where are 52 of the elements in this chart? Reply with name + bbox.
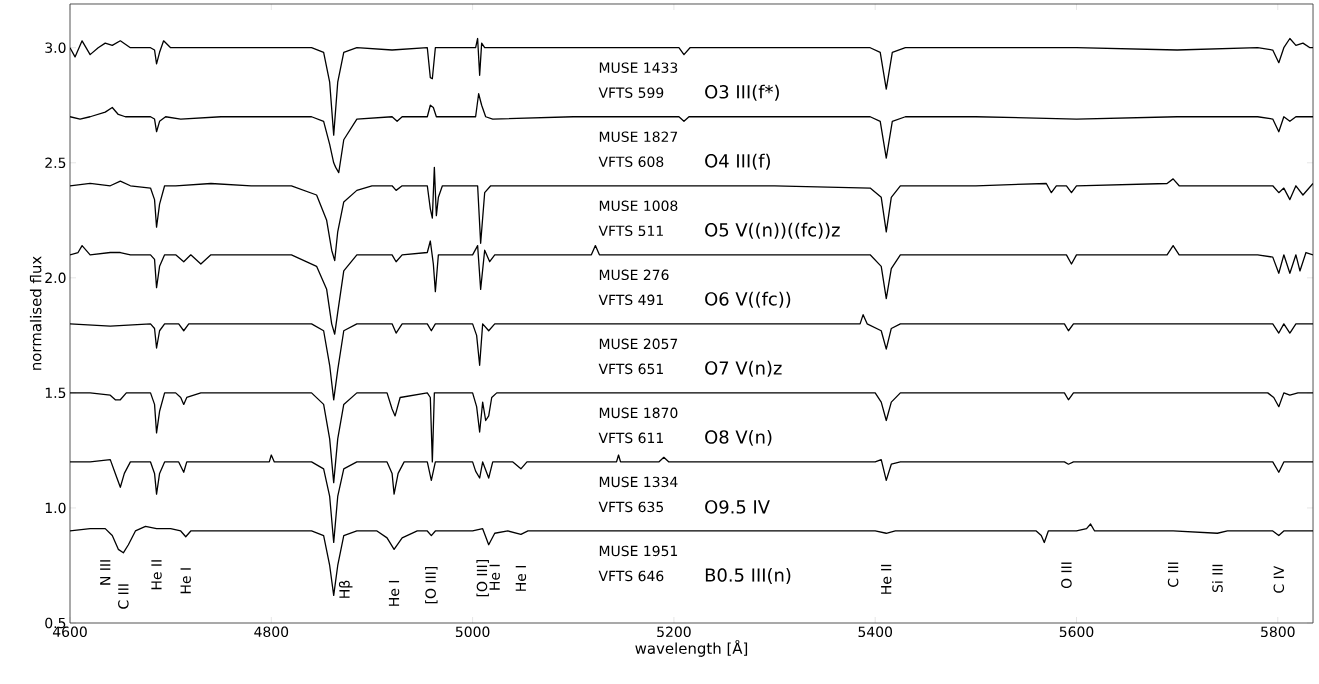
annotation: MUSE 1870 <box>599 407 678 419</box>
annotation: MUSE 276 <box>599 269 669 281</box>
annotation: VFTS 646 <box>598 570 664 582</box>
annotation: B0.5 III(n) <box>705 567 791 584</box>
annotation: MUSE 1334 <box>599 476 678 488</box>
annotation: MUSE 1433 <box>599 62 678 73</box>
y-tick-label: 2.5 <box>45 157 66 169</box>
y-tick-label: 2.0 <box>45 272 66 284</box>
annotation: Si III <box>1212 564 1223 593</box>
annotation: [O III] <box>425 566 438 604</box>
annotation: O8 V(n) <box>705 429 772 446</box>
annotation: He I <box>388 580 400 606</box>
annotation: VFTS 635 <box>598 501 663 513</box>
x-tick-label: 5000 <box>455 626 490 638</box>
x-tick-label: 5800 <box>1261 626 1295 638</box>
annotation: He II <box>881 564 892 594</box>
annotation: O5 V((n))((fc))z <box>705 222 840 239</box>
x-axis-title: wavelength [Å] <box>635 639 748 657</box>
y-tick-label: 1.5 <box>45 387 66 399</box>
annotation: C III <box>1167 562 1179 587</box>
annotation: O3 III(f*) <box>705 84 779 101</box>
annotation: O6 V((fc)) <box>705 291 791 308</box>
annotation: O III <box>1061 562 1072 589</box>
annotation: MUSE 1827 <box>599 131 678 143</box>
annotation: C IV <box>1273 565 1285 593</box>
annotation: He I <box>489 564 500 590</box>
annotation: C III <box>118 584 129 609</box>
annotation: VFTS 491 <box>598 294 663 306</box>
annotation: MUSE 1008 <box>599 200 678 212</box>
annotation: N III <box>100 560 111 585</box>
annotation: O7 V(n)z <box>705 360 782 377</box>
x-tick-label: 5400 <box>858 626 893 638</box>
annotation: [O III] <box>476 560 489 597</box>
annotation: O9.5 IV <box>705 500 770 514</box>
annotation: He I <box>515 565 527 591</box>
annotation: MUSE 2057 <box>599 338 678 350</box>
annotation: Hβ <box>338 580 353 598</box>
x-tick-label: 5600 <box>1059 626 1094 638</box>
annotation: He II <box>151 560 162 590</box>
annotation: VFTS 511 <box>598 225 663 237</box>
x-tick-label: 4800 <box>254 626 289 638</box>
annotation: MUSE 1951 <box>599 545 678 557</box>
annotation: VFTS 608 <box>598 156 664 168</box>
annotation: He I <box>180 568 191 594</box>
y-tick-label: 3.0 <box>45 42 66 53</box>
annotation: VFTS 599 <box>598 87 664 98</box>
y-tick-label: 1.0 <box>45 502 66 514</box>
y-axis-title: normalised flux <box>29 256 42 370</box>
annotation: VFTS 611 <box>598 432 663 444</box>
annotation: O4 III(f) <box>705 153 770 170</box>
annotation: VFTS 651 <box>598 363 663 375</box>
x-tick-label: 5200 <box>657 626 691 638</box>
